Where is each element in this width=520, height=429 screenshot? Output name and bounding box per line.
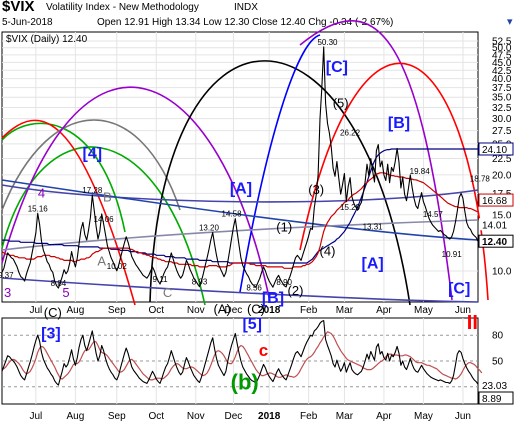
osc-x-tick-label: Apr — [376, 411, 392, 422]
wave-label: (4) — [320, 243, 336, 258]
price-x-tick-label: May — [414, 305, 433, 316]
osc-x-tick-label: Feb — [300, 411, 318, 422]
price-label: 10.91 — [442, 250, 463, 259]
wave-label: C — [163, 285, 172, 300]
price-label: 9.37 — [0, 271, 14, 280]
wave-label: 5 — [62, 285, 69, 300]
osc-wave-label: (C) — [44, 305, 62, 320]
osc-wave-label: [5] — [242, 316, 262, 333]
price-y-tick-label: 30.0 — [492, 114, 512, 125]
osc-right-label: 8.89 — [482, 394, 502, 405]
wave-label: [A] — [230, 180, 252, 197]
osc-x-tick-label: 2018 — [258, 411, 281, 422]
wave-label: 4 — [38, 185, 45, 200]
osc-wave-label: [3] — [41, 326, 61, 343]
price-label: 13.31 — [363, 222, 384, 231]
price-label: 14.57 — [423, 210, 444, 219]
chart-legend: $VIX (Daily) 12.40 — [6, 34, 88, 45]
price-y-tick-label: 52.5 — [492, 36, 512, 47]
price-label: 10.02 — [107, 262, 128, 271]
price-label: 18.78 — [470, 175, 491, 184]
price-y-tick-label: 20.0 — [492, 170, 512, 181]
price-x-tick-label: Apr — [376, 305, 392, 316]
price-label: 50.30 — [317, 38, 338, 47]
price-label: 9.11 — [153, 275, 169, 284]
price-label: 8.56 — [246, 284, 262, 293]
right-label: 16.68 — [482, 196, 507, 207]
price-label: 26.22 — [340, 128, 361, 137]
price-x-tick-label: Nov — [187, 305, 205, 316]
wave-label: (5) — [333, 95, 349, 110]
price-y-tick-label: 32.5 — [492, 103, 512, 114]
osc-y-tick-label: 80 — [492, 331, 504, 342]
wave-label: (3) — [308, 182, 324, 197]
osc-x-tick-label: Sep — [108, 411, 126, 422]
osc-wave-label: (A) — [213, 302, 230, 317]
osc-right-label: 23.03 — [482, 381, 507, 392]
price-label: 13.20 — [199, 224, 220, 233]
price-label: 19.84 — [410, 167, 431, 176]
right-label: 24.10 — [482, 145, 507, 156]
wave-label: [A] — [362, 255, 384, 272]
osc-x-tick-label: Nov — [187, 411, 205, 422]
osc-y-tick-label: 50 — [492, 357, 504, 368]
price-x-tick-label: Aug — [66, 305, 84, 316]
wave-label: (1) — [276, 219, 292, 234]
price-label: 8.93 — [192, 278, 208, 287]
right-label: 12.40 — [482, 237, 507, 248]
price-y-tick-label: 10.0 — [492, 267, 512, 278]
osc-wave-label: c — [259, 341, 268, 360]
price-y-tick-label: 27.5 — [492, 126, 512, 137]
wave-label: [C] — [326, 59, 348, 76]
wave-label: (2) — [288, 283, 304, 298]
price-x-tick-label: Sep — [108, 305, 126, 316]
wave-label: 3 — [4, 285, 11, 300]
price-label: 14.06 — [94, 215, 115, 224]
osc-wave-label: (b) — [231, 369, 259, 394]
price-x-tick-label: Feb — [300, 305, 318, 316]
osc-x-tick-label: Oct — [148, 411, 164, 422]
osc-wave-label: II — [467, 312, 478, 334]
price-x-tick-label: Jul — [29, 305, 42, 316]
wave-label: [B] — [262, 290, 284, 307]
osc-wave-label: (C) — [247, 302, 265, 317]
wave-label: [C] — [448, 281, 470, 298]
osc-x-tick-label: Jul — [29, 411, 42, 422]
osc-x-tick-label: Dec — [225, 411, 243, 422]
price-label: 17.28 — [82, 186, 103, 195]
price-x-tick-label: Mar — [336, 305, 354, 316]
price-label: 14.58 — [222, 210, 243, 219]
osc-x-tick-label: May — [414, 411, 433, 422]
osc-x-tick-label: Jun — [455, 411, 471, 422]
price-label: 15.29 — [340, 203, 361, 212]
right-label: 14.01 — [482, 220, 507, 231]
wave-label: A — [97, 254, 106, 269]
osc-x-tick-label: Mar — [336, 411, 354, 422]
price-x-tick-label: Oct — [148, 305, 164, 316]
wave-label: [4] — [83, 146, 103, 163]
osc-x-tick-label: Aug — [66, 411, 84, 422]
price-y-tick-label: 35.0 — [492, 93, 512, 104]
price-label: 15.16 — [28, 204, 49, 213]
wave-label: B — [103, 190, 112, 205]
wave-label: [B] — [388, 115, 410, 132]
